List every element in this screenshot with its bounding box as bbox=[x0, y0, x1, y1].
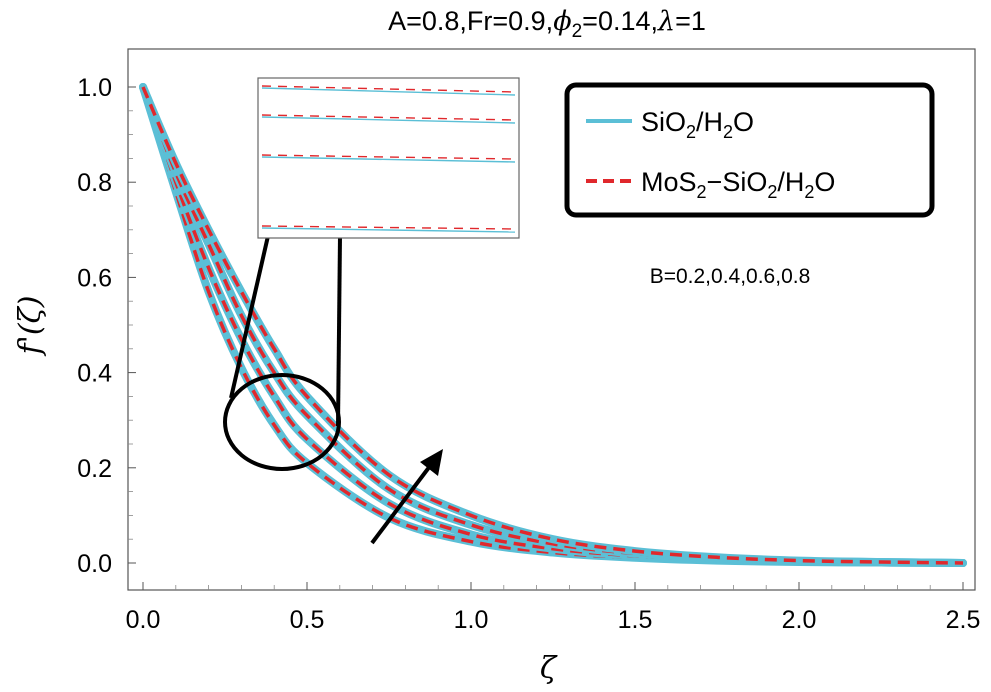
chart-title-part: 2 bbox=[572, 21, 583, 42]
legend-label-part: O bbox=[733, 107, 754, 137]
legend-label-part: SiO bbox=[641, 107, 686, 137]
legend-label-part: 2 bbox=[804, 182, 814, 202]
zoom-connector-right bbox=[336, 235, 342, 427]
zoom-inset bbox=[257, 77, 520, 239]
inset-line-sio2-4 bbox=[261, 227, 516, 233]
y-tick-label: 0.0 bbox=[77, 550, 112, 578]
y-axis-label: f'(ζ) bbox=[13, 295, 48, 356]
legend-label-part: 2 bbox=[686, 122, 696, 142]
y-tick-label: 1.0 bbox=[77, 74, 112, 102]
legend-label-part: O bbox=[814, 167, 835, 197]
inset-line-mos2-3 bbox=[261, 154, 516, 160]
inset-line-mos2-2 bbox=[261, 114, 516, 121]
x-tick-label: 1.5 bbox=[618, 606, 653, 634]
parameter-annotation: B=0.2,0.4,0.6,0.8 bbox=[650, 265, 811, 288]
x-axis-ticks: 0.0 0.5 1.0 1.5 2.0 2.5 bbox=[126, 582, 981, 634]
x-tick-label: 0.5 bbox=[290, 606, 325, 634]
legend-label-part: 2 bbox=[723, 122, 733, 142]
inset-line-sio2-1 bbox=[261, 87, 516, 96]
y-axis-ticks: 0.0 0.2 0.4 0.6 0.8 1.0 bbox=[77, 74, 136, 578]
x-axis-label: ζ bbox=[540, 651, 558, 686]
chart-title: A=0.8,Fr=0.9,ϕ2=0.14,λ=1 bbox=[388, 6, 706, 42]
legend-label-part: 2 bbox=[697, 182, 707, 202]
x-tick-label: 2.5 bbox=[946, 606, 981, 634]
inset-line-mos2-4 bbox=[261, 225, 516, 230]
x-tick-label: 2.0 bbox=[782, 606, 817, 634]
legend-label-part: 2 bbox=[767, 182, 777, 202]
chart-title-part: =0.14, bbox=[582, 6, 658, 36]
legend-label-part: /H bbox=[777, 167, 804, 197]
legend-label-sio2: SiO2/H2O bbox=[641, 107, 754, 142]
inset-line-mos2-1 bbox=[261, 85, 516, 93]
legend-label-mos2: MoS2−SiO2/H2O bbox=[641, 167, 835, 202]
inset-lines bbox=[261, 85, 516, 233]
y-tick-label: 0.6 bbox=[77, 264, 112, 292]
chart-title-part: A=0.8,Fr=0.9, bbox=[388, 6, 553, 36]
legend: SiO2/H2O MoS2−SiO2/H2O bbox=[564, 82, 935, 218]
curve-sio2-4 bbox=[139, 83, 967, 567]
increase-arrow bbox=[370, 449, 443, 545]
legend-label-part: −SiO bbox=[707, 167, 768, 197]
legend-label-part: /H bbox=[696, 107, 723, 137]
inset-line-sio2-3 bbox=[261, 156, 516, 163]
y-tick-label: 0.4 bbox=[77, 360, 112, 388]
y-tick-label: 0.2 bbox=[77, 455, 112, 483]
chart-title-part: λ bbox=[657, 6, 675, 37]
curves-layer bbox=[139, 83, 967, 567]
x-tick-label: 1.0 bbox=[454, 606, 489, 634]
chart-title-part: =1 bbox=[675, 6, 706, 36]
plot-frame bbox=[127, 48, 976, 591]
legend-label-part: MoS bbox=[641, 167, 697, 197]
zoom-connector-left bbox=[229, 235, 270, 399]
chart-title-part: ϕ bbox=[553, 6, 571, 37]
curve-mos2-2 bbox=[141, 86, 964, 565]
inset-line-sio2-2 bbox=[261, 116, 516, 124]
y-tick-label: 0.8 bbox=[77, 169, 112, 197]
x-tick-label: 0.0 bbox=[126, 606, 161, 634]
